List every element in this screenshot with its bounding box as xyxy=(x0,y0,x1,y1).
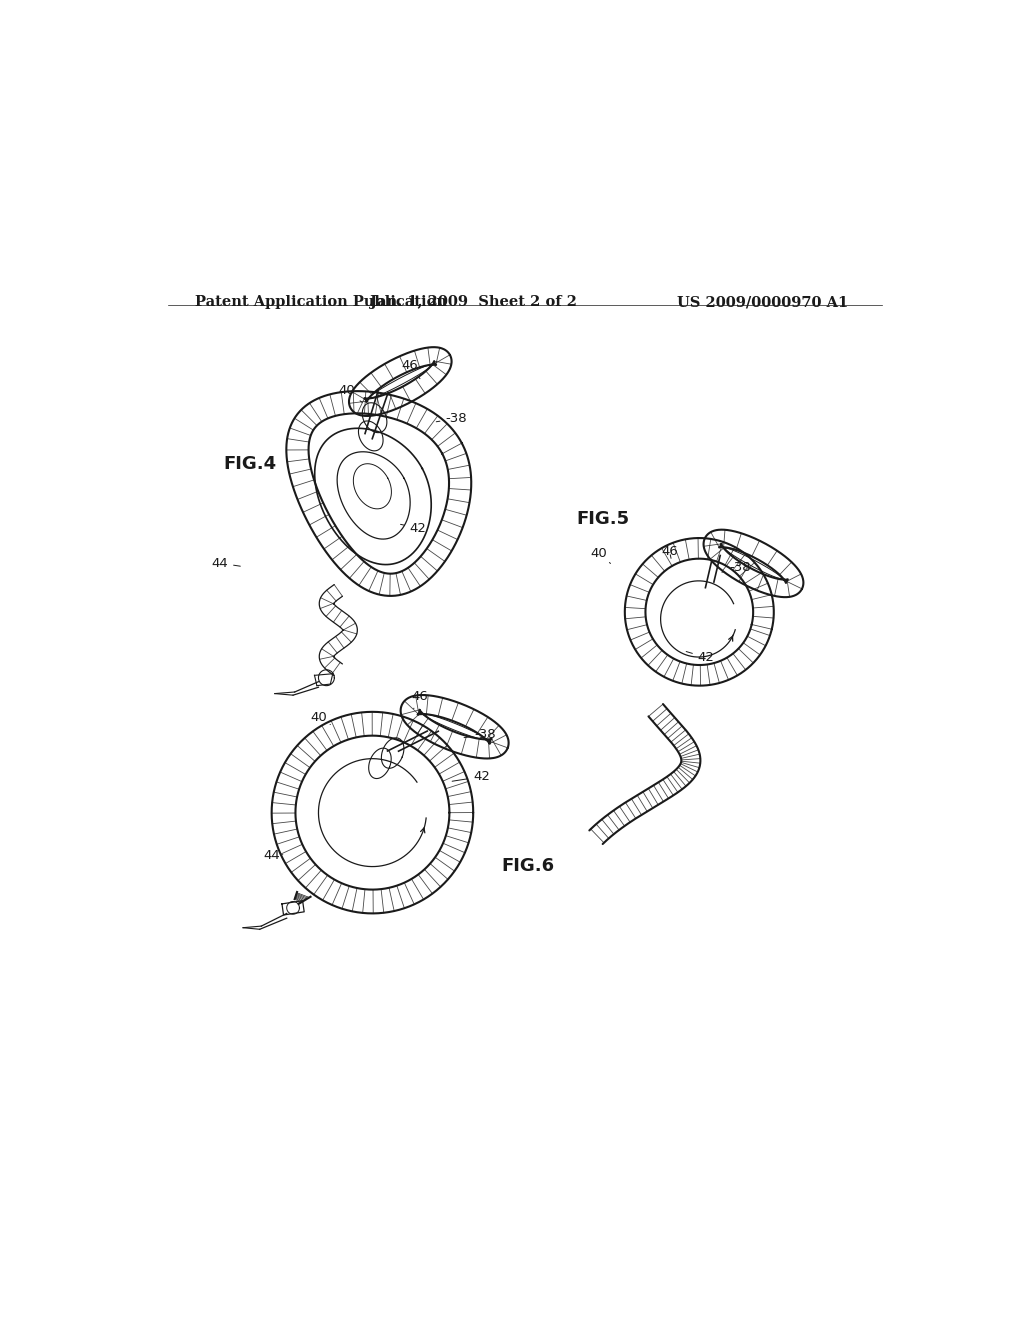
Text: FIG.4: FIG.4 xyxy=(223,455,276,474)
Text: -38: -38 xyxy=(464,729,497,741)
Text: US 2009/0000970 A1: US 2009/0000970 A1 xyxy=(677,296,849,309)
Text: 42: 42 xyxy=(686,651,715,664)
Text: Patent Application Publication: Patent Application Publication xyxy=(196,296,447,309)
Text: 44: 44 xyxy=(211,557,241,570)
Text: 44: 44 xyxy=(263,849,283,862)
Text: 46: 46 xyxy=(401,359,420,379)
Text: 40: 40 xyxy=(590,546,610,564)
Text: 40: 40 xyxy=(310,710,331,725)
Text: FIG.5: FIG.5 xyxy=(577,510,630,528)
Text: 46: 46 xyxy=(412,690,428,709)
Text: 42: 42 xyxy=(400,521,427,535)
Text: Jan. 1, 2009  Sheet 2 of 2: Jan. 1, 2009 Sheet 2 of 2 xyxy=(370,296,577,309)
Text: -38: -38 xyxy=(436,412,467,425)
Text: FIG.6: FIG.6 xyxy=(501,857,554,875)
Text: -38: -38 xyxy=(722,561,752,574)
Text: 42: 42 xyxy=(453,770,490,783)
Text: 40: 40 xyxy=(338,384,362,403)
Text: 46: 46 xyxy=(662,545,678,558)
